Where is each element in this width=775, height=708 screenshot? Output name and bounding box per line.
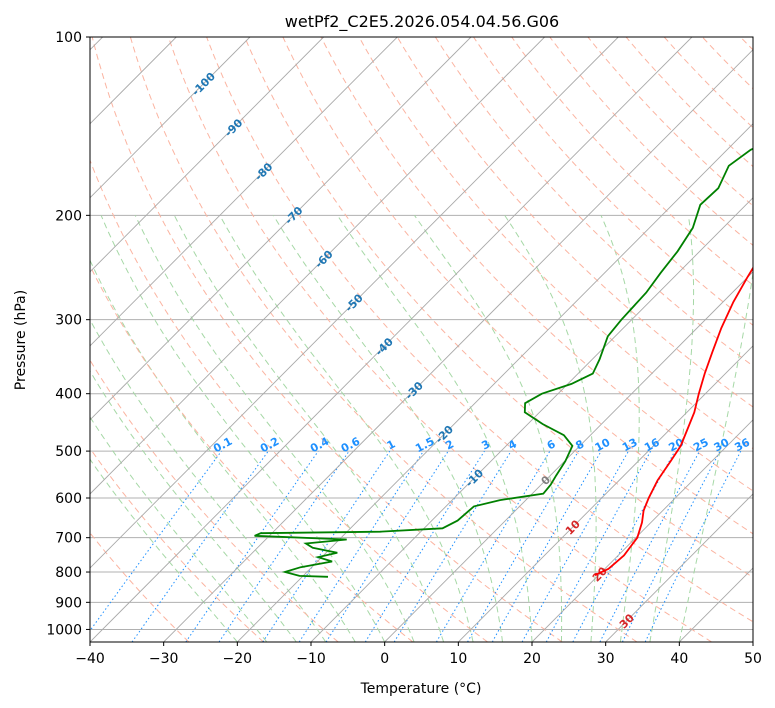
moist-adiabat (134, 215, 415, 642)
mixing-ratio-line (364, 450, 485, 642)
dry-adiabat (168, 37, 712, 642)
mixing-ratio-line (131, 450, 269, 642)
y-tick-label-1000: 1000 (46, 622, 82, 638)
moist-adiabat (600, 215, 640, 642)
isotherm-line (310, 197, 753, 642)
dry-adiabat (396, 37, 753, 408)
dry-adiabat (244, 37, 753, 578)
dry-adiabat (90, 158, 488, 642)
isotherm-line (163, 49, 753, 642)
x-tick-label--10: −10 (296, 651, 326, 667)
dry-adiabat (320, 37, 753, 492)
isotherm-line (90, 37, 398, 347)
isotherm-line (90, 37, 545, 495)
y-tick-label-200: 200 (55, 208, 82, 224)
mixing-ratio-line (467, 450, 579, 642)
dry-adiabat (90, 447, 264, 642)
mixing-ratio-line (545, 450, 652, 642)
plot-frame (89, 36, 754, 643)
moist-adiabat (219, 215, 474, 642)
isotherm-line (531, 419, 753, 642)
sounding-series (254, 147, 753, 578)
mixing-ratio-line (218, 450, 350, 642)
temperature-line (594, 266, 753, 577)
moist-adiabat (100, 215, 386, 642)
x-tick-label-0: 0 (380, 651, 389, 667)
moist-adiabat (272, 215, 503, 642)
mixing-ratio-label: 10 (593, 436, 613, 455)
moist-adiabat (90, 416, 268, 642)
x-tick-label--30: −30 (149, 651, 179, 667)
isotherm-line (605, 493, 753, 642)
mixing-ratio-lines (90, 450, 742, 642)
dry-adiabat (549, 37, 753, 246)
x-axis-label: Temperature (°C) (360, 681, 482, 697)
x-tick-label--40: −40 (75, 651, 105, 667)
dry-adiabat (206, 37, 753, 623)
y-tick-label-500: 500 (55, 444, 82, 460)
moist-adiabat (678, 269, 753, 642)
dry-adiabat (511, 37, 753, 286)
y-axis-ticks: 100 200 300 400 500 600 700 800 900 1000 (46, 30, 90, 638)
isotherm-line (752, 641, 753, 642)
mixing-ratio-line (435, 450, 551, 642)
x-tick-label-50: 50 (744, 651, 762, 667)
mixing-ratio-label: 20 (666, 436, 686, 455)
isotherm-line (90, 37, 693, 642)
x-tick-label-30: 30 (597, 651, 615, 667)
isotherm-line (384, 271, 753, 642)
x-tick-label-20: 20 (523, 651, 541, 667)
isotherm-gridlines (90, 37, 753, 642)
y-axis-label: Pressure (hPa) (13, 290, 29, 390)
y-tick-label-900: 900 (55, 595, 82, 611)
plot-area (90, 37, 753, 642)
x-tick-label-40: 40 (670, 651, 688, 667)
y-tick-label-600: 600 (55, 491, 82, 507)
mixing-ratio-label: 13 (620, 436, 640, 455)
moist-adiabat (90, 259, 356, 642)
moist-adiabat (413, 215, 563, 642)
isotherm-line (458, 345, 753, 642)
moist-adiabat (336, 215, 533, 642)
mixing-ratio-label: 16 (642, 436, 662, 455)
moist-adiabat (649, 215, 695, 642)
mixing-ratio-label: 25 (691, 436, 711, 455)
mixing-ratio-line (572, 450, 676, 642)
isotherm-label: 40 (644, 658, 664, 678)
y-tick-label-700: 700 (55, 531, 82, 547)
moist-adiabat (90, 318, 327, 642)
mixing-ratio-label: 36 (732, 435, 752, 454)
moist-adiabats (90, 215, 753, 642)
isotherm-line (90, 37, 324, 273)
dry-adiabat (282, 37, 753, 535)
dewpoint-line (254, 147, 753, 578)
moist-adiabat (90, 370, 297, 642)
x-axis-ticks: −40 −30 −20 −10 0 10 20 30 40 50 (75, 642, 762, 667)
x-tick-label--20: −20 (223, 651, 253, 667)
moist-adiabat (90, 458, 238, 642)
mixing-ratio-line (393, 450, 512, 642)
mixing-ratio-line (325, 450, 449, 642)
dry-adiabat (91, 37, 563, 642)
y-tick-label-400: 400 (55, 387, 82, 403)
moist-adiabat (173, 215, 445, 642)
mixing-ratio-line (491, 450, 602, 642)
x-tick-label-10: 10 (449, 651, 467, 667)
mixing-ratio-label: 30 (712, 436, 732, 455)
mixing-ratio-line (521, 450, 629, 642)
isobar-gridlines (90, 37, 753, 630)
dry-adiabat (129, 37, 638, 642)
mixing-ratio-line (90, 450, 222, 632)
y-tick-label-100: 100 (55, 30, 82, 46)
dry-adiabat (90, 264, 414, 642)
dry-adiabat (434, 37, 753, 367)
isotherm-line (90, 37, 619, 569)
y-tick-label-300: 300 (55, 313, 82, 329)
chart-title: wetPf2_C2E5.2026.054.04.56.G06 (285, 12, 559, 32)
y-tick-label-800: 800 (55, 565, 82, 581)
isotherm-line (90, 37, 472, 421)
isotherm-line (90, 37, 251, 199)
